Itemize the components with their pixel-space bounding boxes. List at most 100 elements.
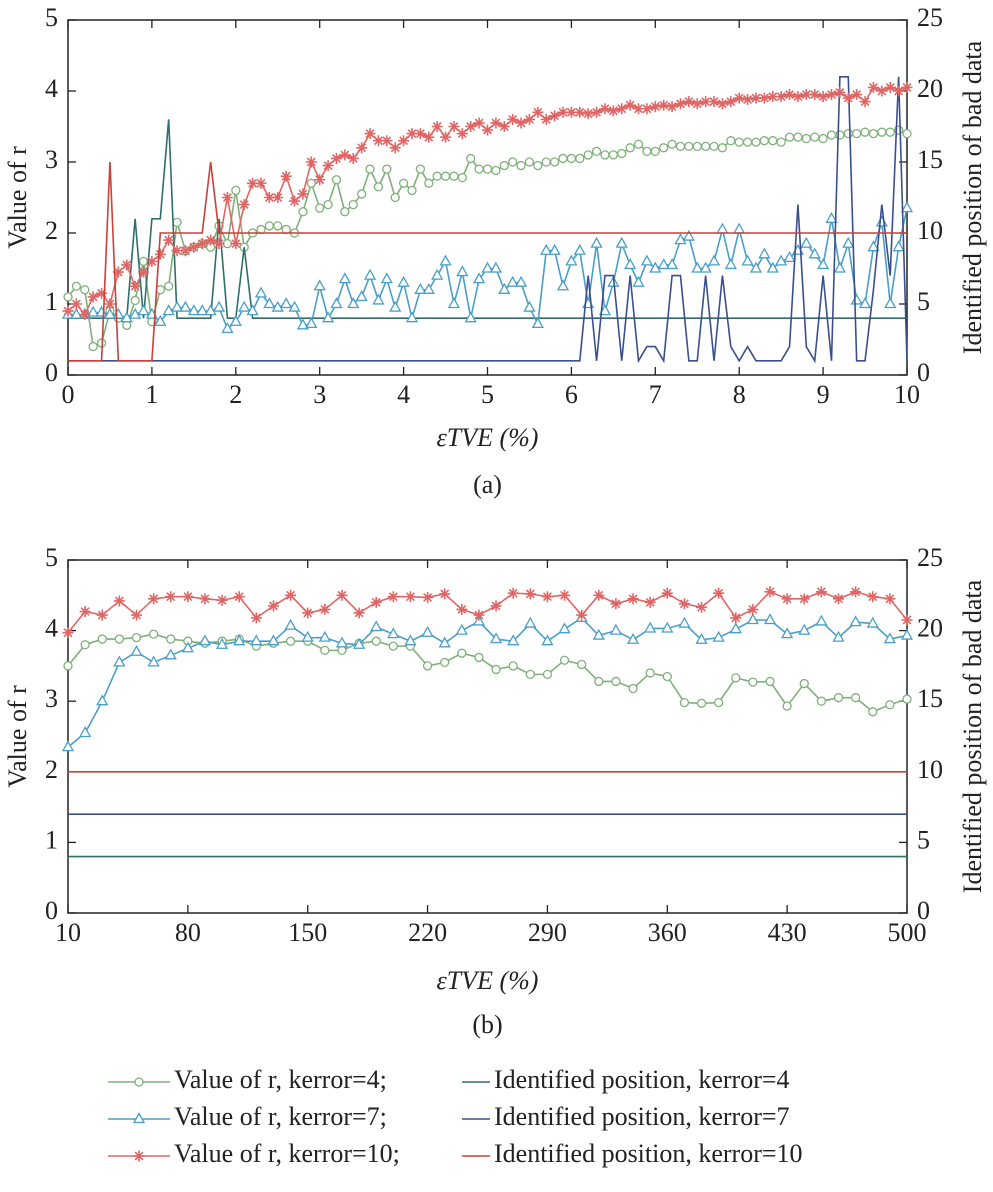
marker (285, 589, 297, 601)
y-tick-label: 3 (45, 684, 58, 713)
marker (271, 300, 284, 312)
marker (818, 133, 828, 144)
marker (759, 136, 770, 146)
marker (87, 291, 99, 303)
marker (700, 141, 711, 152)
marker (577, 659, 587, 670)
marker (355, 290, 368, 302)
marker (456, 603, 468, 615)
marker (62, 305, 74, 317)
y-tick-label: 5 (45, 3, 58, 32)
marker (154, 248, 166, 260)
marker (464, 311, 477, 323)
marker (557, 106, 569, 118)
marker (674, 233, 687, 245)
marker (574, 106, 586, 118)
y2-tick-label: 5 (917, 287, 930, 316)
marker (489, 632, 503, 644)
legend-label: Identified position, kerror=10 (494, 1139, 803, 1168)
marker (523, 300, 536, 312)
marker (764, 586, 776, 598)
marker (833, 261, 846, 273)
marker (196, 238, 208, 250)
marker (490, 117, 502, 129)
marker (448, 121, 460, 132)
series-line (68, 76, 908, 364)
marker (336, 589, 348, 601)
marker (767, 91, 779, 103)
marker (609, 623, 623, 635)
marker (661, 587, 673, 599)
y-tick-label: 1 (45, 287, 58, 316)
marker (285, 636, 296, 646)
plot-frame (67, 559, 908, 914)
marker (353, 607, 365, 619)
x-axis-label: εTVE (%) (437, 423, 539, 452)
marker (850, 693, 861, 703)
marker (148, 629, 159, 639)
marker (835, 130, 845, 140)
marker (381, 135, 393, 147)
marker (222, 238, 233, 249)
marker (465, 121, 477, 132)
marker (900, 201, 914, 213)
y-tick-label: 5 (45, 543, 58, 572)
marker (407, 185, 417, 196)
marker (288, 300, 301, 312)
marker (481, 261, 494, 273)
marker (306, 178, 316, 188)
marker (302, 607, 314, 619)
marker (559, 589, 571, 601)
marker (263, 297, 276, 309)
marker (254, 286, 268, 298)
marker (800, 89, 812, 101)
marker (280, 170, 292, 182)
x-tick-label: 10 (894, 380, 920, 409)
marker (305, 156, 317, 168)
marker (301, 630, 314, 642)
plot-frame (67, 19, 908, 376)
marker (154, 314, 167, 326)
marker (859, 96, 871, 108)
marker (506, 275, 519, 287)
marker (474, 164, 484, 174)
marker (171, 245, 183, 257)
marker (792, 91, 804, 103)
marker (714, 697, 724, 708)
marker (825, 89, 837, 101)
y-tick-label: 1 (45, 825, 58, 854)
marker (741, 254, 754, 266)
marker (273, 221, 283, 231)
marker (900, 628, 914, 640)
caption: (b) (472, 1010, 502, 1039)
marker (356, 142, 368, 154)
marker (742, 94, 754, 106)
y-tick-label: 0 (45, 358, 58, 387)
marker (860, 127, 870, 137)
marker (734, 137, 744, 147)
marker (347, 152, 359, 164)
marker (608, 150, 618, 160)
marker (507, 587, 519, 599)
marker (542, 669, 553, 680)
marker (267, 600, 279, 612)
marker (372, 293, 385, 305)
marker (628, 683, 638, 694)
x-tick-label: 5 (481, 380, 494, 409)
marker (892, 240, 905, 252)
marker (318, 630, 331, 642)
marker (330, 297, 343, 309)
marker (558, 153, 568, 164)
marker (97, 634, 107, 644)
marker (482, 124, 493, 136)
marker (644, 596, 656, 608)
marker (363, 268, 377, 280)
marker (816, 258, 830, 270)
marker (439, 254, 452, 266)
x-tick-label: 4 (397, 380, 410, 409)
marker (657, 258, 670, 270)
x-tick-label: 80 (175, 918, 201, 947)
marker (390, 192, 400, 203)
marker (576, 609, 588, 621)
